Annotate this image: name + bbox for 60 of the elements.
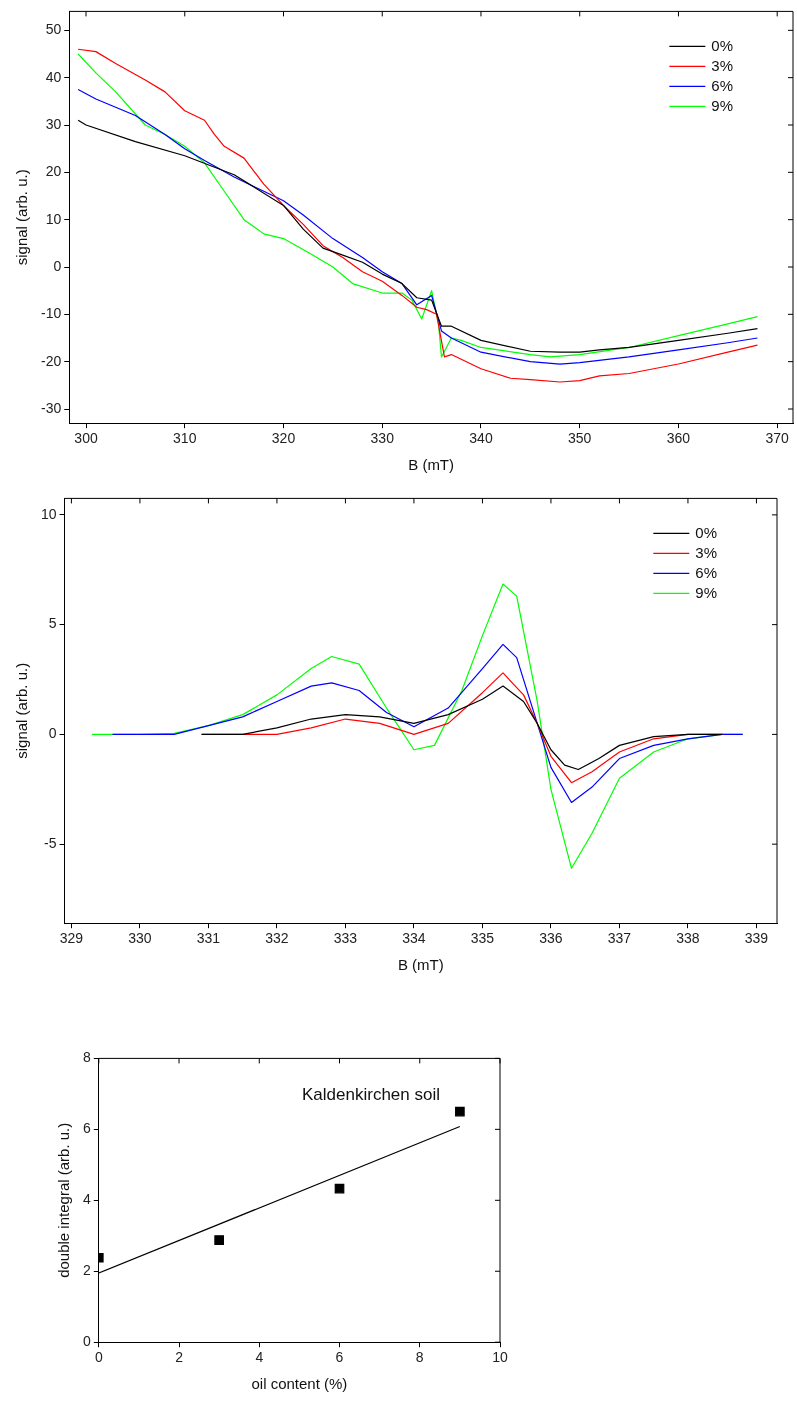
point <box>214 1235 224 1245</box>
x-tick-label: 333 <box>333 930 358 947</box>
y-tick-label: 2 <box>82 1262 91 1279</box>
x-tick-label: 6 <box>335 1349 344 1366</box>
y-tick-label: 8 <box>82 1049 91 1066</box>
annotation: Kaldenkirchen soil <box>302 1084 440 1104</box>
y-tick-label: -5 <box>44 835 57 852</box>
y-tick-label: 10 <box>45 210 62 227</box>
y-axis-title: double integral (arb. u.) <box>55 1122 73 1278</box>
y-tick-label: 4 <box>82 1191 91 1208</box>
x-tick-label: 320 <box>271 430 296 447</box>
x-tick-label: 337 <box>607 930 632 947</box>
y-tick-label: 50 <box>45 21 62 38</box>
x-tick-label: 336 <box>539 930 563 947</box>
y-tick-label: 10 <box>40 505 57 522</box>
x-tick-label: 300 <box>74 430 98 447</box>
x-tick-label: 4 <box>255 1349 264 1366</box>
x-tick-label: 338 <box>676 930 700 947</box>
legend-label: 3% <box>695 543 718 561</box>
y-tick-label: -30 <box>41 399 62 416</box>
x-tick-label: 10 <box>492 1349 508 1366</box>
point <box>455 1106 465 1117</box>
y-tick-label: -20 <box>41 352 62 369</box>
y-tick-label: -10 <box>41 305 62 322</box>
x-tick-label: 350 <box>568 430 592 447</box>
y-tick-label: 20 <box>45 163 62 180</box>
legend-label: 9% <box>695 583 718 601</box>
legend-label: 0% <box>695 523 718 541</box>
x-tick-label: 330 <box>128 930 152 947</box>
y-axis-title: signal (arb. u.) <box>13 169 31 266</box>
y-tick-label: 0 <box>53 257 62 274</box>
y-axis-title: signal (arb. u.) <box>13 662 31 759</box>
y-tick-label: 0 <box>82 1333 91 1350</box>
y-tick-label: 40 <box>45 68 62 85</box>
x-tick-label: 0 <box>94 1349 103 1366</box>
x-axis-title: B (mT) <box>397 956 444 974</box>
x-tick-label: 360 <box>666 430 691 447</box>
legend-label: 6% <box>695 563 718 581</box>
x-tick-label: 8 <box>415 1349 424 1366</box>
x-tick-label: 330 <box>370 430 395 447</box>
x-axis-title: oil content (%) <box>251 1375 348 1393</box>
x-tick-label: 334 <box>402 930 426 947</box>
x-tick-label: 370 <box>765 430 790 447</box>
y-tick-label: 0 <box>48 725 57 742</box>
x-tick-label: 332 <box>265 930 289 947</box>
x-axis-title: B (mT) <box>408 456 455 474</box>
y-tick-label: 30 <box>45 115 62 132</box>
x-tick-label: 2 <box>175 1349 184 1366</box>
y-tick-label: 6 <box>82 1120 91 1137</box>
x-tick-label: 310 <box>173 430 197 447</box>
y-tick-label: 5 <box>48 615 57 632</box>
x-tick-label: 329 <box>59 930 84 947</box>
x-tick-label: 339 <box>744 930 769 947</box>
legend-label: 6% <box>711 76 734 94</box>
legend-label: 3% <box>711 56 734 74</box>
x-tick-label: 340 <box>469 430 493 447</box>
x-tick-label: 331 <box>196 930 221 947</box>
x-tick-label: 335 <box>470 930 495 947</box>
legend-label: 0% <box>711 36 734 54</box>
legend-label: 9% <box>711 96 734 114</box>
